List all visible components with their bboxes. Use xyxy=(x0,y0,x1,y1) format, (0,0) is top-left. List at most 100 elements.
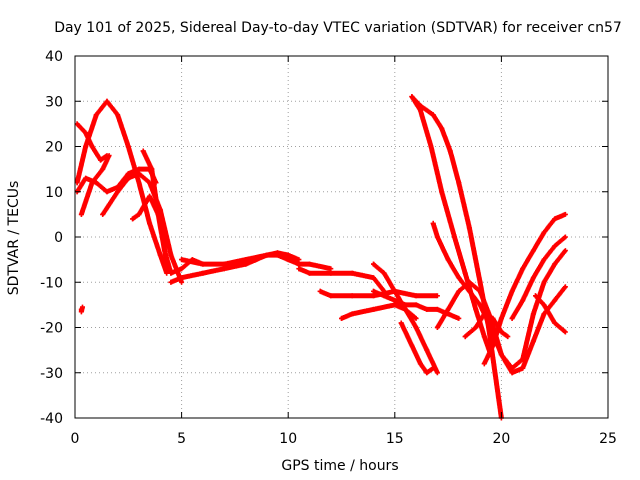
data-point xyxy=(541,311,547,317)
series-arc-22 xyxy=(481,211,568,367)
data-point xyxy=(104,98,110,104)
x-tick-label: 10 xyxy=(279,431,297,447)
grid-lines xyxy=(75,56,608,418)
y-tick-label: 30 xyxy=(45,94,63,110)
chart-title: Day 101 of 2025, Sidereal Day-to-day VTE… xyxy=(54,20,622,36)
data-point xyxy=(147,193,153,199)
data-point xyxy=(439,125,445,131)
data-points xyxy=(74,94,568,421)
data-point xyxy=(552,261,558,267)
data-point xyxy=(509,365,515,371)
data-point xyxy=(136,211,142,217)
data-point xyxy=(104,189,110,195)
data-point xyxy=(530,311,536,317)
data-point xyxy=(477,288,483,294)
data-point xyxy=(125,144,131,149)
y-tick-label: 20 xyxy=(45,140,63,156)
data-point xyxy=(466,279,472,285)
marker-trail xyxy=(371,261,440,375)
data-point xyxy=(552,297,558,303)
data-point xyxy=(424,370,430,376)
axis-ticks: 0 5 10 15 20 25 40 30 20 10 0 -10 -20 -30 -40 xyxy=(40,49,617,447)
series-arc-11 xyxy=(296,266,387,294)
data-point xyxy=(243,257,249,263)
data-point xyxy=(434,306,440,312)
data-point xyxy=(498,329,504,335)
data-point xyxy=(452,234,457,240)
data-point xyxy=(403,306,408,312)
data-point xyxy=(130,216,136,222)
data-point xyxy=(83,130,89,136)
x-tick-label: 5 xyxy=(177,431,186,447)
data-point xyxy=(125,171,131,177)
data-point xyxy=(481,334,487,340)
data-point xyxy=(371,288,376,294)
data-point xyxy=(106,153,112,159)
data-point xyxy=(285,257,291,263)
data-point xyxy=(296,257,302,263)
data-point xyxy=(466,225,472,231)
y-tick-label: 10 xyxy=(45,185,63,201)
data-point xyxy=(125,175,131,181)
data-point xyxy=(89,180,95,186)
y-axis-label: SDTVAR / TECUs xyxy=(6,181,22,296)
data-point xyxy=(409,343,415,349)
data-point xyxy=(509,288,515,294)
data-point xyxy=(200,261,206,267)
data-point xyxy=(392,288,398,294)
data-point xyxy=(509,370,515,376)
data-point xyxy=(221,266,227,272)
data-point xyxy=(328,293,334,299)
data-point xyxy=(98,157,104,163)
data-point xyxy=(481,311,487,317)
y-tick-label: -20 xyxy=(40,321,63,337)
data-point xyxy=(168,252,174,258)
data-point xyxy=(430,220,436,226)
data-point xyxy=(552,243,558,249)
data-point xyxy=(339,315,344,321)
data-point xyxy=(409,94,415,100)
y-tick-label: -10 xyxy=(40,275,63,291)
data-point xyxy=(157,252,163,258)
data-point xyxy=(349,311,355,317)
data-point xyxy=(456,288,462,294)
data-point xyxy=(328,266,334,272)
data-point xyxy=(456,180,462,186)
series-arc-1 xyxy=(74,98,170,276)
series-arc-4 xyxy=(78,153,112,217)
data-point xyxy=(541,257,547,263)
data-point xyxy=(164,270,170,276)
data-point xyxy=(424,347,430,353)
data-point xyxy=(179,266,185,272)
data-point xyxy=(562,211,568,217)
data-point xyxy=(466,288,472,294)
data-point xyxy=(456,315,462,321)
data-point xyxy=(473,306,479,312)
x-axis-label: GPS time / hours xyxy=(281,458,398,474)
x-tick-label: 15 xyxy=(386,431,404,447)
data-point xyxy=(285,252,291,258)
data-point xyxy=(552,216,558,222)
data-point xyxy=(477,279,483,285)
data-point xyxy=(413,302,419,308)
data-point xyxy=(445,306,451,312)
data-point xyxy=(147,220,153,226)
series-arc-16 xyxy=(371,261,440,376)
data-point xyxy=(430,112,436,118)
data-point xyxy=(562,234,568,240)
data-point xyxy=(462,270,468,276)
data-point xyxy=(417,361,423,367)
data-point xyxy=(136,171,142,177)
data-point xyxy=(439,189,445,195)
data-point xyxy=(179,279,185,285)
data-point xyxy=(424,306,430,312)
data-point xyxy=(89,144,95,149)
data-point xyxy=(413,325,419,330)
data-point xyxy=(505,334,511,340)
data-point xyxy=(498,352,504,358)
data-point xyxy=(434,325,440,330)
data-point xyxy=(115,189,121,195)
data-point xyxy=(168,279,174,285)
data-point xyxy=(520,297,526,303)
